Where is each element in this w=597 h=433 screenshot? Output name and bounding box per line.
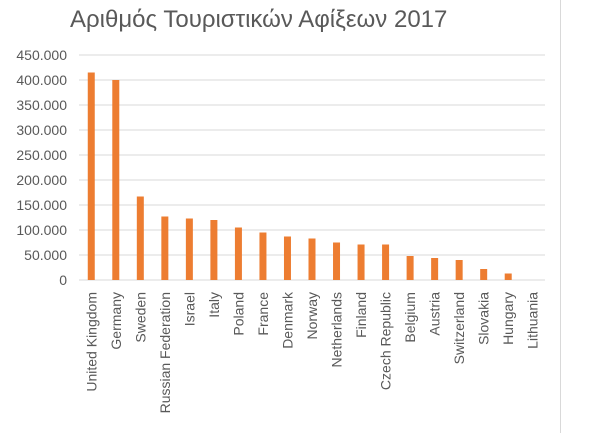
frame-divider bbox=[560, 0, 561, 433]
bar bbox=[259, 232, 267, 280]
x-tick-label: Poland bbox=[230, 292, 246, 336]
bar bbox=[406, 256, 414, 280]
bar bbox=[308, 238, 316, 280]
bar bbox=[161, 216, 169, 280]
bar bbox=[382, 244, 390, 280]
bar bbox=[112, 80, 120, 280]
bar bbox=[87, 72, 95, 280]
x-tick-label: Hungary bbox=[500, 292, 516, 345]
bar bbox=[480, 269, 488, 280]
x-tick-label: Lithuania bbox=[525, 292, 541, 349]
y-tick-label: 100.000 bbox=[16, 222, 67, 238]
bar bbox=[455, 260, 463, 280]
bar bbox=[234, 227, 242, 280]
chart-title: Αριθμός Τουριστικών Αφίξεων 2017 bbox=[70, 6, 448, 33]
x-tick-label: Netherlands bbox=[329, 292, 345, 368]
bar bbox=[283, 236, 291, 280]
y-tick-label: 150.000 bbox=[16, 197, 67, 213]
y-tick-label: 50.000 bbox=[24, 247, 67, 263]
x-tick-label: France bbox=[255, 292, 271, 336]
y-tick-label: 400.000 bbox=[16, 72, 67, 88]
y-tick-label: 250.000 bbox=[16, 147, 67, 163]
bar bbox=[504, 273, 512, 280]
y-tick-label: 350.000 bbox=[16, 97, 67, 113]
x-tick-label: Czech Republic bbox=[378, 292, 394, 390]
y-tick-label: 300.000 bbox=[16, 122, 67, 138]
x-tick-label: Germany bbox=[108, 292, 124, 350]
y-tick-label: 0 bbox=[59, 272, 67, 288]
x-tick-label: Denmark bbox=[279, 291, 295, 349]
x-tick-label: Sweden bbox=[132, 292, 148, 343]
bar bbox=[136, 196, 144, 280]
x-tick-label: Austria bbox=[427, 292, 443, 336]
x-tick-label: Belgium bbox=[402, 292, 418, 343]
bar bbox=[210, 220, 218, 280]
y-tick-label: 200.000 bbox=[16, 172, 67, 188]
x-tick-label: Israel bbox=[181, 292, 197, 326]
x-tick-label: United Kingdom bbox=[83, 292, 99, 392]
x-tick-label: Finland bbox=[353, 292, 369, 338]
x-tick-label: Russian Federation bbox=[157, 292, 173, 413]
x-tick-label: Norway bbox=[304, 292, 320, 339]
y-tick-label: 450.000 bbox=[16, 47, 67, 63]
bar bbox=[357, 244, 365, 280]
x-tick-label: Switzerland bbox=[451, 292, 467, 364]
bar bbox=[185, 218, 193, 280]
bar bbox=[431, 258, 439, 280]
x-tick-label: Italy bbox=[206, 292, 222, 318]
bar bbox=[333, 242, 341, 280]
x-tick-label: Slovakia bbox=[476, 292, 492, 345]
